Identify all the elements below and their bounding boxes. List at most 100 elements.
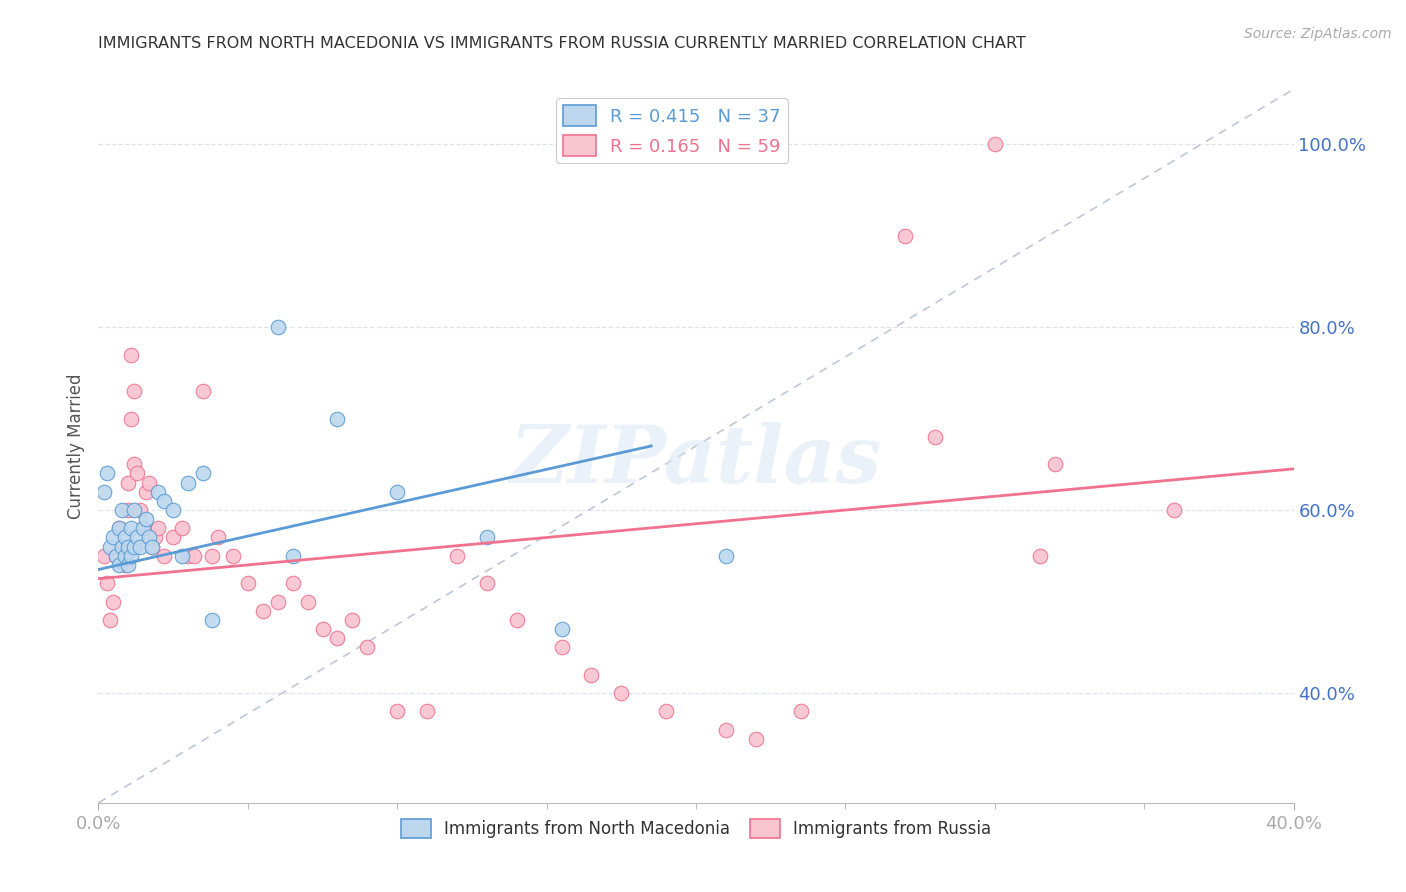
Point <box>655 704 678 718</box>
Point <box>138 531 160 545</box>
Point <box>124 503 146 517</box>
Point <box>610 686 633 700</box>
Point <box>1028 549 1050 563</box>
Point <box>105 549 128 563</box>
Point <box>416 704 439 718</box>
Point <box>124 384 146 398</box>
Point <box>117 475 139 490</box>
Point <box>148 484 170 499</box>
Point <box>297 594 319 608</box>
Point <box>93 549 115 563</box>
Point <box>172 549 194 563</box>
Point <box>177 549 200 563</box>
Point <box>103 594 125 608</box>
Point <box>124 540 146 554</box>
Point <box>153 549 176 563</box>
Point <box>191 384 214 398</box>
Point <box>789 704 811 718</box>
Point <box>114 531 136 545</box>
Point <box>1043 458 1066 472</box>
Point <box>96 467 118 481</box>
Point <box>127 531 149 545</box>
Point <box>120 521 142 535</box>
Point <box>201 613 224 627</box>
Point <box>129 503 152 517</box>
Point <box>120 347 142 361</box>
Legend: Immigrants from North Macedonia, Immigrants from Russia: Immigrants from North Macedonia, Immigra… <box>394 812 998 845</box>
Point <box>120 411 142 425</box>
Point <box>506 613 529 627</box>
Point <box>745 731 768 746</box>
Point <box>714 549 737 563</box>
Point <box>103 531 125 545</box>
Point <box>120 549 142 563</box>
Point <box>281 549 304 563</box>
Point <box>326 411 349 425</box>
Point <box>148 521 170 535</box>
Point <box>132 521 155 535</box>
Point <box>114 558 136 572</box>
Point <box>924 430 946 444</box>
Point <box>96 576 118 591</box>
Point <box>127 467 149 481</box>
Point <box>385 484 409 499</box>
Text: IMMIGRANTS FROM NORTH MACEDONIA VS IMMIGRANTS FROM RUSSIA CURRENTLY MARRIED CORR: IMMIGRANTS FROM NORTH MACEDONIA VS IMMIG… <box>98 36 1026 51</box>
Point <box>117 558 139 572</box>
Point <box>138 475 160 490</box>
Point <box>111 540 134 554</box>
Point <box>385 704 409 718</box>
Point <box>114 549 136 563</box>
Point <box>98 613 122 627</box>
Point <box>111 503 134 517</box>
Point <box>581 667 603 681</box>
Point <box>207 531 229 545</box>
Point <box>117 540 139 554</box>
Point <box>162 503 184 517</box>
Point <box>894 228 917 243</box>
Point <box>162 531 184 545</box>
Text: Source: ZipAtlas.com: Source: ZipAtlas.com <box>1244 27 1392 41</box>
Point <box>326 631 349 645</box>
Point <box>550 622 572 636</box>
Point <box>475 576 498 591</box>
Point <box>143 531 166 545</box>
Y-axis label: Currently Married: Currently Married <box>66 373 84 519</box>
Point <box>267 594 290 608</box>
Point <box>550 640 572 655</box>
Point <box>356 640 378 655</box>
Point <box>714 723 737 737</box>
Point <box>191 467 214 481</box>
Point <box>342 613 364 627</box>
Point <box>141 540 163 554</box>
Point <box>141 540 163 554</box>
Point <box>108 558 131 572</box>
Point <box>98 540 122 554</box>
Point <box>281 576 304 591</box>
Point <box>236 576 259 591</box>
Point <box>311 622 333 636</box>
Point <box>252 604 274 618</box>
Point <box>267 320 290 334</box>
Point <box>177 475 200 490</box>
Text: ZIPatlas: ZIPatlas <box>510 422 882 499</box>
Point <box>111 540 134 554</box>
Point <box>124 458 146 472</box>
Point <box>117 503 139 517</box>
Point <box>172 521 194 535</box>
Point <box>108 521 131 535</box>
Point <box>222 549 245 563</box>
Point <box>1163 503 1185 517</box>
Point <box>135 512 157 526</box>
Point <box>93 484 115 499</box>
Point <box>446 549 468 563</box>
Point <box>183 549 205 563</box>
Point <box>984 137 1007 152</box>
Point <box>108 521 131 535</box>
Point <box>135 484 157 499</box>
Point <box>132 521 155 535</box>
Point <box>201 549 224 563</box>
Point <box>153 494 176 508</box>
Point <box>105 549 128 563</box>
Point <box>475 531 498 545</box>
Point <box>129 540 152 554</box>
